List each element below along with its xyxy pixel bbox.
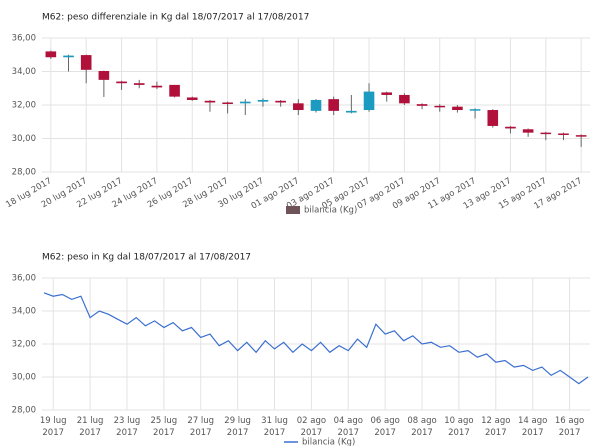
- y-tick-label: 34,00: [12, 307, 36, 317]
- candle-body: [522, 129, 534, 133]
- x-tick-line: 2017: [411, 428, 433, 438]
- x-tick-line: 29 lug: [224, 416, 251, 426]
- x-tick-line: 2017: [264, 428, 286, 438]
- x-tick-label: 10 ago 2017: [444, 416, 473, 438]
- x-tick-line: 2017: [485, 428, 507, 438]
- candle-body: [452, 106, 463, 111]
- x-tick-label: 23 lug 2017: [114, 416, 141, 438]
- candle-body: [45, 51, 57, 58]
- x-tick-line: 2017: [522, 428, 544, 438]
- candle-body: [222, 102, 233, 104]
- candle-body: [204, 100, 216, 103]
- y-tick-label: 36,00: [12, 274, 36, 284]
- candle-body: [399, 94, 410, 104]
- x-tick-line: 10 ago: [444, 416, 473, 426]
- legend-swatch: [286, 206, 300, 214]
- x-tick-line: 2017: [374, 428, 396, 438]
- x-tick-label: 06 ago 2017: [370, 416, 399, 438]
- data-line: [43, 292, 589, 385]
- candle-body: [540, 132, 552, 135]
- x-tick-line: 27 lug: [187, 416, 214, 426]
- y-tick-label: 36,00: [12, 34, 36, 44]
- candle-body: [575, 135, 587, 137]
- chart-title: M62: peso in Kg dal 18/07/2017 al 17/08/…: [42, 253, 251, 263]
- candle-body: [116, 81, 127, 84]
- candle-body: [346, 110, 357, 113]
- x-tick-label: 31 lug 2017: [261, 416, 288, 438]
- x-tick-line: 02 ago: [297, 416, 326, 426]
- x-tick-label: 12 ago 2017: [481, 416, 510, 438]
- x-tick-line: 2017: [448, 428, 470, 438]
- x-tick-line: 14 ago: [518, 416, 547, 426]
- y-tick-label: 28,00: [12, 168, 36, 178]
- x-tick-line: 06 ago: [370, 416, 399, 426]
- x-tick-line: 21 lug: [77, 416, 104, 426]
- x-tick-line: 12 ago: [481, 416, 510, 426]
- y-tick-label: 34,00: [12, 67, 36, 77]
- x-tick-label: 21 lug 2017: [77, 416, 104, 438]
- candle-body: [63, 55, 74, 58]
- candle-body: [416, 104, 428, 106]
- x-tick-line: 2017: [116, 428, 138, 438]
- x-tick-line: 2017: [559, 428, 581, 438]
- x-tick-label: 08 ago 2017: [407, 416, 436, 438]
- x-tick-label: 19 lug 2017: [40, 416, 67, 438]
- legend-label: bilancia (Kg): [304, 206, 357, 216]
- candle-body: [293, 103, 304, 111]
- y-tick-label: 32,00: [12, 101, 36, 111]
- candle-body: [257, 99, 269, 102]
- candle-body: [310, 99, 322, 111]
- candle-body: [169, 84, 180, 97]
- candle-body: [469, 109, 481, 111]
- candle-body: [98, 70, 110, 80]
- y-tick-label: 28,00: [12, 406, 36, 416]
- candle-body: [434, 105, 446, 108]
- x-tick-line: 31 lug: [261, 416, 288, 426]
- candle-body: [558, 133, 569, 135]
- candle-body: [487, 110, 499, 126]
- y-tick-label: 32,00: [12, 340, 36, 350]
- candle-body: [133, 83, 145, 85]
- x-tick-line: 2017: [227, 428, 249, 438]
- x-tick-line: 2017: [190, 428, 212, 438]
- x-tick-line: 23 lug: [114, 416, 141, 426]
- x-tick-line: 16 ago: [555, 416, 584, 426]
- candle-body: [363, 91, 375, 111]
- candle-body: [151, 85, 163, 88]
- x-tick-label: 14 ago 2017: [518, 416, 547, 438]
- legend-label: bilancia (Kg): [302, 438, 355, 446]
- x-tick-line: 08 ago: [407, 416, 436, 426]
- x-tick-line: 19 lug: [40, 416, 67, 426]
- candle-body: [239, 101, 251, 104]
- candle-body: [328, 99, 339, 111]
- x-tick-label: 04 ago 2017: [334, 416, 363, 438]
- candle-body: [275, 100, 286, 103]
- y-tick-label: 30,00: [12, 373, 36, 383]
- x-tick-line: 04 ago: [334, 416, 363, 426]
- x-tick-line: 25 lug: [151, 416, 178, 426]
- candle-body: [186, 97, 198, 100]
- x-tick-label: 27 lug 2017: [187, 416, 214, 438]
- chart-title: M62: peso differenziale in Kg dal 18/07/…: [42, 13, 309, 23]
- y-tick-label: 30,00: [12, 134, 36, 144]
- candle-body: [381, 92, 393, 95]
- x-tick-label: 25 lug 2017: [151, 416, 178, 438]
- x-tick-line: 2017: [79, 428, 101, 438]
- x-tick-line: 2017: [153, 428, 175, 438]
- x-tick-line: 2017: [42, 428, 64, 438]
- x-tick-label: 29 lug 2017: [224, 416, 251, 438]
- x-tick-label: 02 ago 2017: [297, 416, 326, 438]
- x-tick-line: 2017: [301, 428, 323, 438]
- x-tick-line: 2017: [337, 428, 359, 438]
- x-tick-label: 16 ago 2017: [555, 416, 584, 438]
- candle-body: [505, 126, 516, 129]
- candle-body: [80, 55, 92, 70]
